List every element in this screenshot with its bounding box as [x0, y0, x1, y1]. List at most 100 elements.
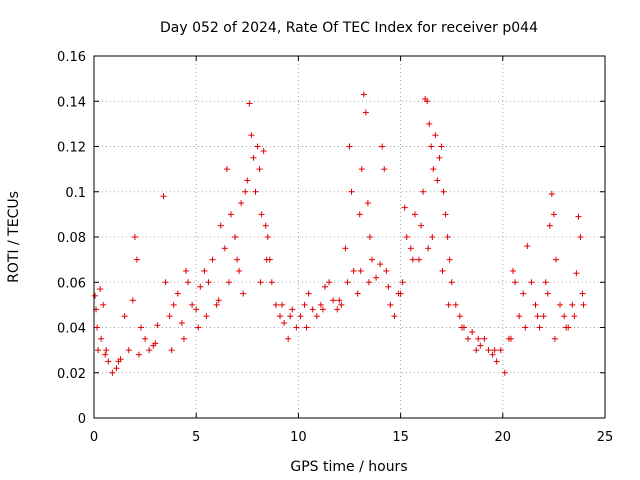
data-point [548, 191, 555, 198]
data-point [281, 319, 288, 326]
data-point [440, 188, 447, 195]
data-point [512, 279, 519, 286]
data-point [338, 301, 345, 308]
data-point [356, 211, 363, 218]
data-point [195, 324, 202, 331]
data-point [497, 347, 504, 354]
data-point [334, 306, 341, 313]
data-point [350, 267, 357, 274]
data-point [501, 369, 508, 376]
data-point [428, 143, 435, 150]
data-point [129, 297, 136, 304]
data-point [138, 324, 145, 331]
data-point [94, 324, 101, 331]
data-point [92, 292, 99, 299]
data-point [477, 342, 484, 349]
data-point [109, 369, 116, 376]
data-point [326, 279, 333, 286]
y-tick-label: 0.04 [57, 322, 86, 337]
data-point [289, 306, 296, 313]
data-point [305, 290, 312, 297]
data-point [185, 279, 192, 286]
data-point [170, 301, 177, 308]
data-point [277, 313, 284, 320]
x-axis-label: GPS time / hours [290, 459, 407, 475]
data-point [342, 245, 349, 252]
data-point [285, 335, 292, 342]
data-point [561, 313, 568, 320]
y-tick-label: 0.14 [57, 95, 86, 110]
data-point [248, 132, 255, 139]
data-point [385, 283, 392, 290]
data-point [256, 166, 263, 173]
data-point [250, 154, 257, 161]
data-point [258, 211, 265, 218]
data-point [321, 283, 328, 290]
data-point [409, 256, 416, 263]
data-point [473, 347, 480, 354]
y-tick-label: 0.02 [57, 367, 86, 382]
data-point [439, 267, 446, 274]
data-point [362, 109, 369, 116]
x-tick-label: 20 [495, 430, 512, 445]
data-point [446, 256, 453, 263]
data-point [279, 301, 286, 308]
data-points [92, 91, 587, 376]
data-point [360, 91, 367, 98]
data-point [448, 279, 455, 286]
data-point [205, 279, 212, 286]
data-point [452, 301, 459, 308]
data-point [238, 200, 245, 207]
data-point [403, 234, 410, 240]
data-point [415, 256, 422, 263]
data-point [303, 324, 310, 331]
data-point [438, 143, 445, 150]
data-point [481, 335, 488, 342]
grid [94, 56, 605, 418]
data-point [246, 100, 253, 107]
x-tick-label: 5 [192, 430, 200, 445]
y-tick-label: 0.06 [57, 276, 86, 291]
data-point [465, 335, 472, 342]
data-point [397, 290, 404, 297]
data-point [232, 234, 239, 240]
data-point [221, 245, 228, 252]
data-point [95, 347, 102, 354]
data-point [236, 267, 243, 274]
data-point [493, 358, 500, 365]
x-tick-label: 15 [392, 430, 409, 445]
data-point [407, 245, 414, 252]
data-point [387, 301, 394, 308]
data-point [354, 290, 361, 297]
data-point [178, 319, 185, 326]
data-point [364, 200, 371, 207]
data-point [193, 306, 200, 313]
data-point [203, 313, 210, 320]
data-point [309, 306, 316, 313]
data-point [166, 313, 173, 320]
data-point [105, 358, 112, 365]
data-point [430, 166, 437, 173]
data-point [264, 234, 271, 240]
data-point [287, 313, 294, 320]
data-point [434, 177, 441, 184]
data-point [115, 358, 122, 365]
data-point [297, 313, 304, 320]
data-point [491, 347, 498, 354]
data-point [344, 279, 351, 286]
data-point [154, 322, 161, 329]
data-point [223, 166, 230, 173]
data-point [263, 256, 270, 263]
data-point [301, 301, 308, 308]
data-point [575, 213, 582, 220]
data-point [227, 211, 234, 218]
data-point [160, 193, 167, 200]
data-point [425, 245, 432, 252]
data-point [577, 234, 584, 240]
data-point [516, 313, 523, 320]
data-point [168, 347, 175, 354]
data-point [133, 256, 140, 263]
data-point [442, 211, 449, 218]
data-point [456, 313, 463, 320]
